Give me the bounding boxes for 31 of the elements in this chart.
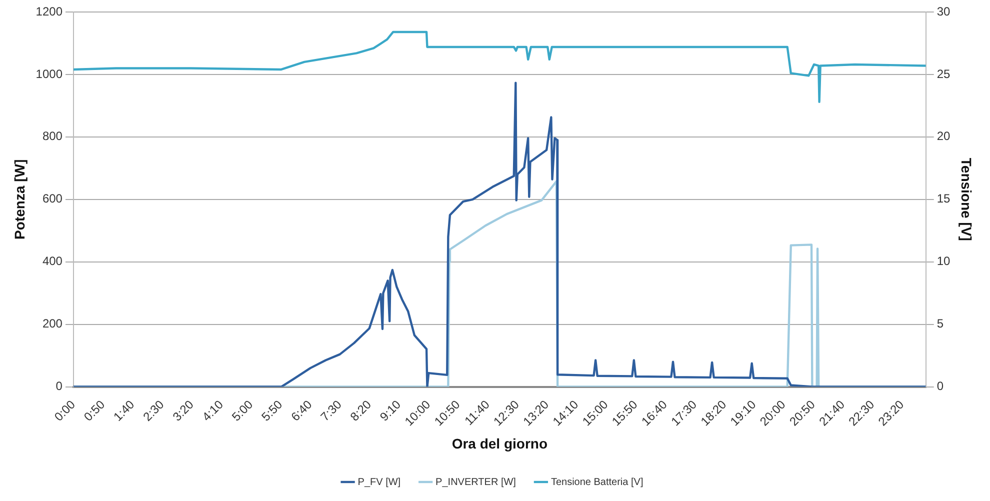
x-axis-title: Ora del giorno [452, 435, 548, 452]
x-tick-label: 5:50 [258, 397, 286, 424]
y-tick-label: 400 [42, 254, 63, 268]
x-tick-label: 3:20 [170, 397, 197, 424]
y-tick-label: 800 [42, 129, 63, 144]
y2-tick-label: 15 [936, 192, 951, 206]
x-tick-label: 9:10 [377, 397, 404, 424]
legend-label: Tensione Batteria [V] [550, 476, 644, 488]
y2-tick-label: 0 [936, 379, 944, 394]
x-tick-label: 0:50 [81, 397, 108, 424]
y2-tick-label: 5 [936, 316, 944, 331]
legend-label: P_FV [W] [358, 476, 401, 488]
y2-axis-title: Tensione [V] [958, 158, 975, 241]
y2-tick-label: 30 [936, 4, 951, 18]
y-tick-label: 600 [42, 192, 63, 206]
y2-tick-label: 20 [936, 129, 951, 144]
x-tick-label: 0:00 [52, 397, 78, 424]
y-tick-label: 0 [56, 379, 63, 394]
x-tick-label: 1:40 [110, 397, 138, 424]
y-axis-title: Potenza [W] [11, 159, 28, 240]
y2-tick-label: 25 [936, 66, 951, 81]
x-tick-label: 6:40 [288, 397, 315, 424]
y-tick-label: 200 [42, 316, 63, 331]
y2-tick-label: 10 [936, 254, 951, 268]
x-tick-label: 5:00 [229, 397, 256, 424]
x-tick-label: 7:30 [318, 397, 345, 424]
x-tick-label: 4:10 [200, 397, 226, 424]
x-tick-label: 8:20 [348, 397, 374, 424]
y-tick-label: 1000 [36, 66, 63, 81]
y-tick-label: 1200 [36, 4, 63, 18]
legend-label: P_INVERTER [W] [436, 476, 516, 488]
